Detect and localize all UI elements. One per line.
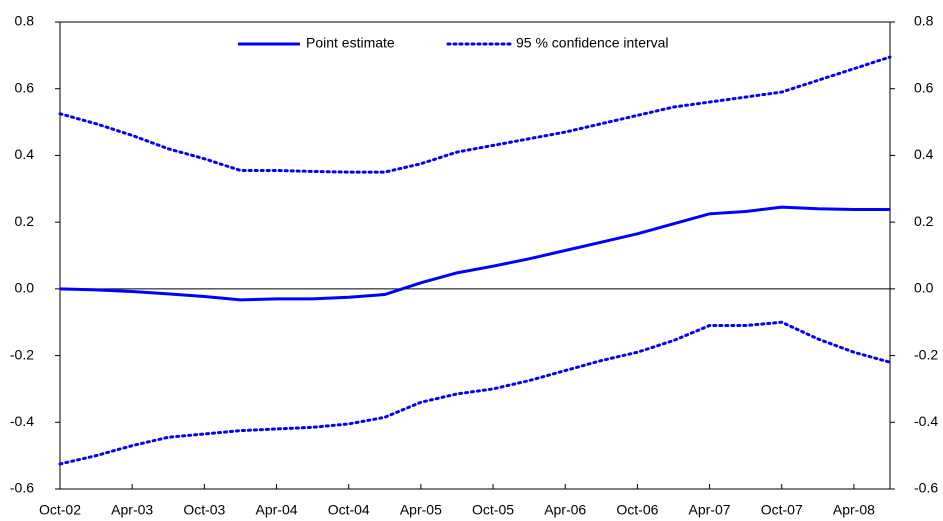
y-tick-label: 0.6 bbox=[15, 79, 35, 95]
x-tick-label: Apr-06 bbox=[544, 502, 586, 518]
data-line bbox=[58, 55, 892, 174]
y2-tick-label: -0.2 bbox=[914, 346, 938, 362]
y-tick-label: 0.4 bbox=[15, 146, 35, 162]
x-tick-label: Oct-07 bbox=[761, 502, 803, 518]
y-tick-label: -0.6 bbox=[10, 480, 34, 496]
y-tick-label: 0.0 bbox=[15, 280, 35, 296]
x-tick-label: Oct-05 bbox=[472, 502, 514, 518]
x-tick-label: Apr-08 bbox=[833, 502, 875, 518]
y2-tick-label: 0.4 bbox=[914, 146, 934, 162]
x-tick-label: Oct-02 bbox=[39, 502, 81, 518]
data-line bbox=[59, 205, 890, 302]
x-tick-label: Oct-03 bbox=[183, 502, 225, 518]
x-tick-label: Apr-05 bbox=[400, 502, 442, 518]
x-tick-label: Apr-03 bbox=[111, 502, 153, 518]
x-tick-label: Oct-06 bbox=[616, 502, 658, 518]
y-tick-label: 0.8 bbox=[15, 13, 35, 29]
plot-frame bbox=[59, 21, 891, 490]
y2-tick-label: 0.2 bbox=[914, 213, 934, 229]
y2-tick-label: -0.4 bbox=[914, 413, 938, 429]
y2-tick-label: -0.6 bbox=[914, 480, 938, 496]
y-tick-label: 0.2 bbox=[15, 213, 35, 229]
y2-tick-label: 0.6 bbox=[914, 79, 934, 95]
y2-tick-label: 0.0 bbox=[914, 280, 934, 296]
legend-label: Point estimate bbox=[306, 35, 395, 51]
x-tick-label: Oct-04 bbox=[328, 502, 370, 518]
y-tick-label: -0.2 bbox=[10, 346, 34, 362]
y2-tick-label: 0.8 bbox=[914, 13, 934, 29]
legend-label: 95 % confidence interval bbox=[516, 35, 669, 51]
data-line bbox=[58, 320, 892, 466]
x-tick-label: Apr-04 bbox=[256, 502, 298, 518]
x-tick-label: Apr-07 bbox=[689, 502, 731, 518]
y-tick-label: -0.4 bbox=[10, 413, 34, 429]
